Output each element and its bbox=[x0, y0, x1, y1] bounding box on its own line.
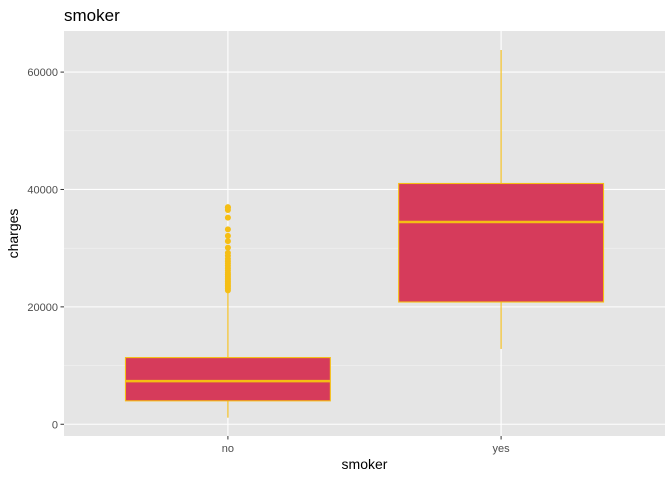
y-tick-label: 60000 bbox=[27, 67, 58, 79]
x-tick-label: yes bbox=[493, 443, 511, 455]
y-tick-label: 40000 bbox=[27, 184, 58, 196]
y-axis-label: charges bbox=[5, 209, 21, 259]
x-axis-ticks: no yes bbox=[222, 436, 510, 455]
outlier-point bbox=[224, 232, 231, 239]
chart-title: smoker bbox=[64, 6, 120, 25]
box-yes bbox=[398, 49, 605, 349]
box-iqr bbox=[124, 357, 331, 402]
outlier-point bbox=[224, 204, 231, 211]
outlier-point bbox=[224, 214, 231, 221]
y-tick-label: 20000 bbox=[27, 302, 58, 314]
x-tick-label: no bbox=[222, 443, 234, 455]
outlier-point bbox=[224, 249, 231, 256]
x-axis-label: smoker bbox=[342, 456, 388, 472]
outlier-point bbox=[224, 238, 231, 245]
y-tick-label: 0 bbox=[52, 419, 58, 431]
box-layer bbox=[124, 49, 605, 418]
outlier-point bbox=[224, 244, 231, 251]
outlier-point bbox=[224, 226, 231, 233]
y-axis-ticks: 0 20000 40000 60000 bbox=[27, 67, 64, 431]
box-iqr bbox=[398, 182, 605, 303]
box-no bbox=[124, 204, 331, 418]
